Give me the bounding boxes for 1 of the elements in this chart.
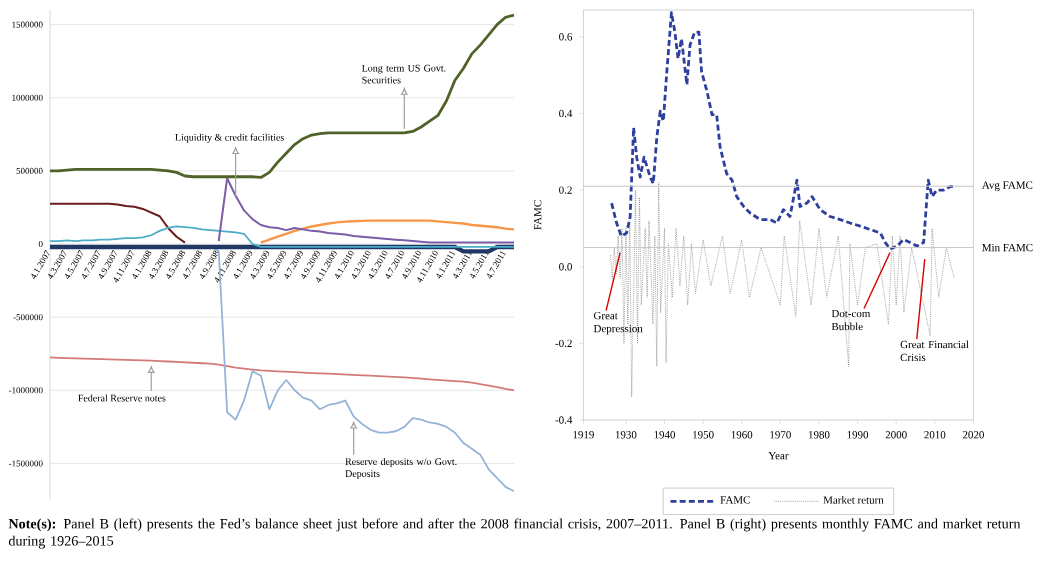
line-series bbox=[610, 11, 956, 251]
